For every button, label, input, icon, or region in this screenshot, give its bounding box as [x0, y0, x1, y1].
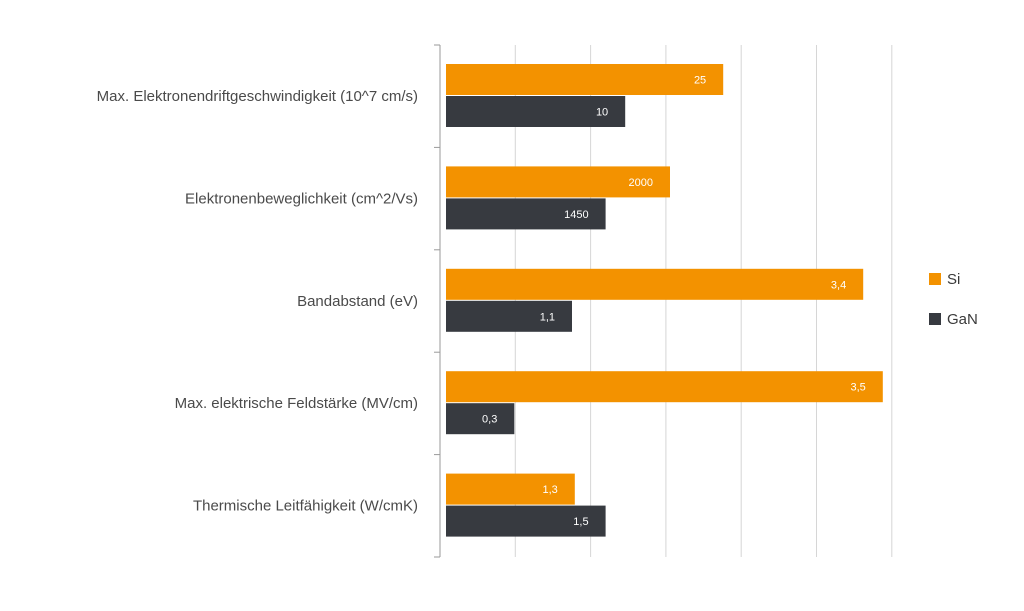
legend-swatch-gan	[929, 313, 941, 325]
bar-si-3	[446, 268, 864, 300]
category-axis	[434, 44, 441, 558]
bars: 25 10 2000 1450 3,4 1,1 3,5 0,3 1,3 1,5	[446, 64, 883, 537]
legend-label-si: Si	[947, 271, 960, 288]
bar-gan-2	[446, 198, 606, 230]
legend-swatch-si	[929, 273, 941, 285]
category-labels: Max. Elektronendriftgeschwindigkeit (10^…	[97, 88, 418, 515]
bar-si-1	[446, 64, 724, 95]
data-label: 1450	[564, 209, 588, 221]
data-label: 10	[596, 107, 608, 119]
category-label: Thermische Leitfähigkeit (W/cmK)	[193, 498, 418, 515]
category-label: Elektronenbeweglichkeit (cm^2/Vs)	[185, 190, 418, 207]
data-label: 3,5	[851, 382, 866, 394]
category-label: Bandabstand (eV)	[297, 293, 418, 310]
category-label: Max. elektrische Feldstärke (MV/cm)	[175, 395, 418, 412]
data-label: 3,4	[831, 279, 846, 291]
bar-gan-1	[446, 96, 626, 127]
bar-gan-4	[446, 403, 515, 435]
legend-label-gan: GaN	[947, 311, 978, 328]
data-label: 1,5	[573, 516, 588, 528]
bar-si-4	[446, 371, 883, 403]
bar-si-2	[446, 166, 670, 198]
legend: Si GaN	[929, 271, 978, 328]
data-label: 2000	[629, 177, 653, 189]
data-label: 25	[694, 75, 706, 87]
data-label: 1,3	[543, 484, 558, 496]
data-label: 1,1	[540, 311, 555, 323]
gridlines	[514, 45, 893, 557]
bar-gan-3	[446, 300, 572, 332]
bar-si-5	[446, 473, 575, 505]
data-label: 0,3	[482, 414, 497, 426]
bar-gan-5	[446, 505, 606, 537]
category-label: Max. Elektronendriftgeschwindigkeit (10^…	[97, 88, 418, 105]
